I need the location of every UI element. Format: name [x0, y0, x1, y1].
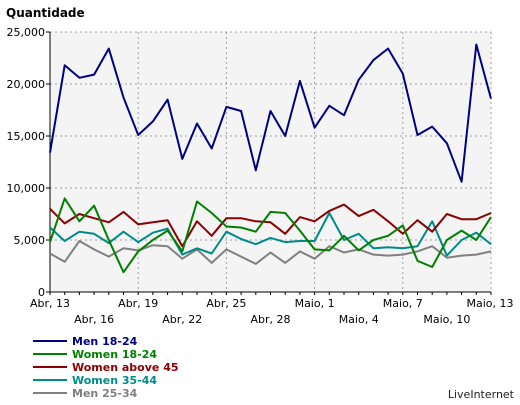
x-tick-label: Maio, 13: [466, 297, 513, 310]
series-line-women-above-45: [49, 203, 492, 248]
x-tick-label: Maio, 4: [339, 313, 379, 326]
y-tick-label: 15,000: [7, 130, 46, 143]
x-tick-label: Abr, 25: [206, 297, 246, 310]
x-tick-label: Abr, 16: [74, 313, 114, 326]
x-tick-label: Maio, 10: [423, 313, 470, 326]
y-tick-label: 25,000: [7, 26, 46, 39]
x-tick-label: Abr, 28: [250, 313, 290, 326]
series-line-women-35-44: [49, 212, 492, 257]
y-tick-label: 20,000: [7, 78, 46, 91]
series-line-men-25-34: [49, 240, 492, 265]
y-tick-label: 0: [38, 286, 45, 299]
y-tick-label: 5,000: [14, 234, 46, 247]
x-tick-label: Abr, 22: [162, 313, 202, 326]
legend-label: Women above 45: [72, 361, 179, 374]
y-tick-label: 10,000: [7, 182, 46, 195]
y-axis-title: Quantidade: [6, 6, 85, 20]
watermark: LiveInternet: [448, 388, 515, 401]
x-tick-label: Maio, 7: [383, 297, 423, 310]
legend-label: Women 35-44: [72, 374, 157, 387]
legend-label: Men 25-34: [72, 387, 138, 400]
x-tick-label: Abr, 19: [118, 297, 158, 310]
x-tick-label: Maio, 1: [295, 297, 335, 310]
x-tick-label: Abr, 13: [30, 297, 70, 310]
legend-label: Men 18-24: [72, 335, 138, 348]
series-line-men-18-24: [49, 43, 492, 183]
legend-label: Women 18-24: [72, 348, 157, 361]
series-line-women-18-24: [49, 197, 492, 274]
